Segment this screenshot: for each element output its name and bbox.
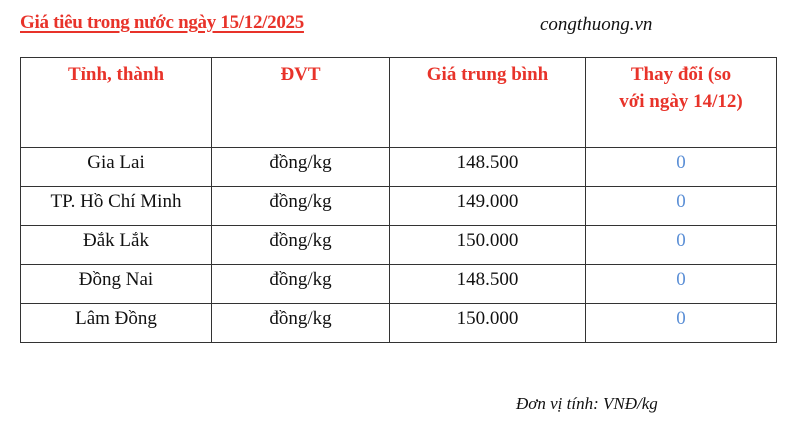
cell-change: 0 (585, 303, 777, 343)
table-row: TP. Hồ Chí Minh đồng/kg 149.000 0 (20, 186, 777, 226)
cell-province: Gia Lai (20, 147, 212, 187)
cell-change: 0 (585, 264, 777, 304)
header-unit: ĐVT (211, 57, 390, 148)
header-province: Tỉnh, thành (20, 57, 212, 148)
cell-price: 148.500 (389, 147, 586, 187)
cell-province: TP. Hồ Chí Minh (20, 186, 212, 226)
table-header-row: Tỉnh, thành ĐVT Giá trung bình Thay đổi … (20, 57, 777, 148)
cell-unit: đồng/kg (211, 147, 390, 187)
footnote: Đơn vị tính: VNĐ/kg (516, 394, 658, 413)
table-row: Đắk Lắk đồng/kg 150.000 0 (20, 225, 777, 265)
cell-price: 148.500 (389, 264, 586, 304)
page-title: Giá tiêu trong nước ngày 15/12/2025 (20, 12, 304, 33)
table-row: Lâm Đồng đồng/kg 150.000 0 (20, 303, 777, 343)
price-table: Tỉnh, thành ĐVT Giá trung bình Thay đổi … (20, 57, 777, 343)
header-price: Giá trung bình (389, 57, 586, 148)
cell-unit: đồng/kg (211, 264, 390, 304)
table-row: Đồng Nai đồng/kg 148.500 0 (20, 264, 777, 304)
cell-unit: đồng/kg (211, 225, 390, 265)
cell-province: Đắk Lắk (20, 225, 212, 265)
cell-price: 149.000 (389, 186, 586, 226)
table-row: Gia Lai đồng/kg 148.500 0 (20, 147, 777, 187)
cell-change: 0 (585, 186, 777, 226)
source-site: congthuong.vn (540, 14, 653, 35)
cell-unit: đồng/kg (211, 186, 390, 226)
cell-change: 0 (585, 147, 777, 187)
cell-province: Đồng Nai (20, 264, 212, 304)
cell-price: 150.000 (389, 303, 586, 343)
header-change: Thay đổi (so với ngày 14/12) (585, 57, 777, 148)
cell-price: 150.000 (389, 225, 586, 265)
cell-province: Lâm Đồng (20, 303, 212, 343)
cell-change: 0 (585, 225, 777, 265)
cell-unit: đồng/kg (211, 303, 390, 343)
